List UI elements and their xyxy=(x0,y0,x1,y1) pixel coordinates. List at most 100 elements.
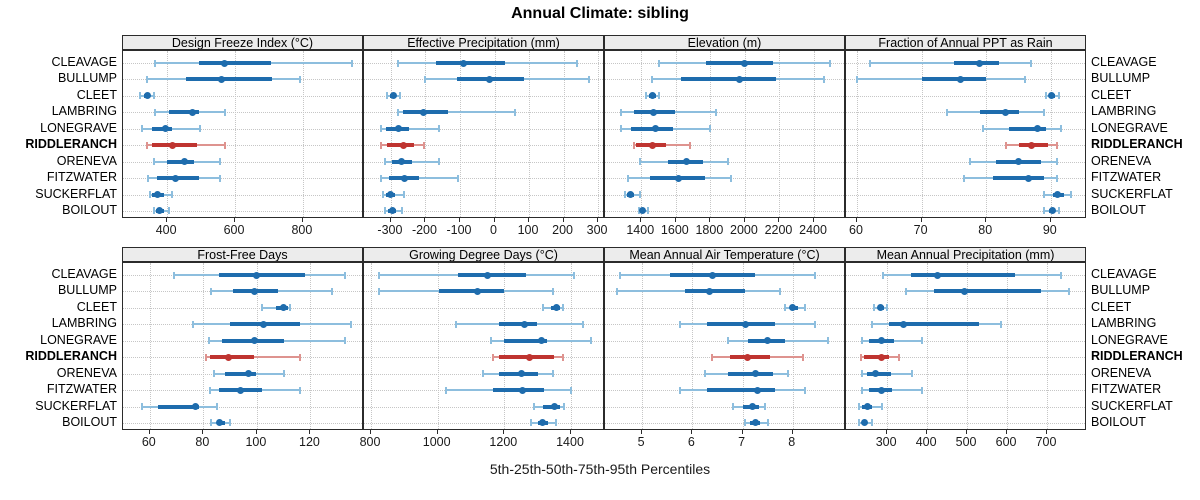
whisker-cap xyxy=(551,287,554,295)
gridline-vertical xyxy=(1007,263,1009,429)
whisker-cap xyxy=(298,75,301,83)
whisker-cap xyxy=(730,174,733,182)
median-dot-fitzwater xyxy=(754,386,762,394)
median-dot-suckerflat xyxy=(387,191,395,199)
gridline-horizontal xyxy=(123,128,362,130)
panel-strip-effective-precipitation-mm: Effective Precipitation (mm) xyxy=(363,35,604,50)
median-dot-cleet xyxy=(1047,92,1055,100)
site-label-right-bullump: BULLUMP xyxy=(1091,71,1151,86)
whisker-cap xyxy=(921,337,924,345)
whisker-cap xyxy=(1056,174,1059,182)
panel-strip-frost-free-days: Frost-Free Days xyxy=(122,247,363,262)
iqr-bar-bullump xyxy=(185,77,273,82)
whisker-cap xyxy=(860,353,863,361)
whisker-cap xyxy=(491,353,494,361)
whisker-cap xyxy=(871,419,874,427)
site-label-left-oreneva: ORENEVA xyxy=(56,153,117,168)
median-dot-lambring xyxy=(1002,108,1010,116)
whisker-cap xyxy=(349,320,352,328)
whisker-fitzwater xyxy=(381,177,459,180)
gridline-vertical xyxy=(504,263,506,429)
whisker-cap xyxy=(401,207,404,215)
whisker-cap xyxy=(826,337,829,345)
whisker-cap xyxy=(882,271,885,279)
whisker-cap xyxy=(351,59,354,67)
whisker-cap xyxy=(223,108,226,116)
gridline-horizontal xyxy=(364,307,603,309)
median-dot-bullump xyxy=(474,287,482,295)
axis-tick-label: 90 xyxy=(1042,223,1057,237)
whisker-cap xyxy=(711,353,714,361)
whisker-cap xyxy=(396,59,399,67)
whisker-cap xyxy=(205,353,207,361)
median-dot-fitzwater xyxy=(519,386,527,394)
whisker-cap xyxy=(218,174,221,182)
gridline-horizontal xyxy=(605,340,844,342)
site-label-left-fitzwater: FITZWATER xyxy=(46,170,117,185)
whisker-cap xyxy=(576,59,579,67)
gridline-horizontal xyxy=(846,390,1085,392)
median-dot-oreneva xyxy=(245,370,253,378)
whisker-cap xyxy=(380,174,383,182)
gridline-horizontal xyxy=(364,128,603,130)
whisker-cap xyxy=(562,304,564,312)
axis-tick-label: 60 xyxy=(849,223,863,237)
median-dot-lambring xyxy=(520,320,528,328)
whisker-cap xyxy=(513,108,516,116)
axis-tick xyxy=(813,218,815,222)
median-dot-riddleranch xyxy=(648,141,656,149)
whisker-cap xyxy=(533,403,536,411)
whisker-cap xyxy=(886,304,889,312)
gridline-horizontal xyxy=(364,422,603,424)
whisker-cap xyxy=(814,271,817,279)
iqr-bar-riddleranch xyxy=(210,355,255,360)
panel-strip-mean-annual-air-temperature-c: Mean Annual Air Temperature (°C) xyxy=(604,247,845,262)
whisker-cap xyxy=(624,191,627,199)
median-dot-cleavage xyxy=(253,271,261,279)
median-dot-cleavage xyxy=(459,59,467,67)
site-label-right-oreneva: ORENEVA xyxy=(1091,153,1152,168)
axis-tick-label: 700 xyxy=(1035,435,1057,449)
site-label-right-suckerflat: SUCKERFLAT xyxy=(1091,398,1173,413)
site-label-right-lambring: LAMBRING xyxy=(1091,104,1157,119)
whisker-cap xyxy=(632,141,635,149)
whisker-cap xyxy=(561,353,564,361)
site-label-right-fitzwater: FITZWATER xyxy=(1091,382,1162,397)
whisker-cap xyxy=(1069,191,1072,199)
whisker-cap xyxy=(881,403,884,411)
median-dot-cleet xyxy=(648,92,656,100)
whisker-cap xyxy=(555,419,557,427)
site-label-right-cleavage: CLEAVAGE xyxy=(1091,55,1157,69)
axis-tick-label: 70 xyxy=(913,223,928,237)
gridline-horizontal xyxy=(123,210,362,212)
axis-tick-label: 2000 xyxy=(730,223,758,237)
median-dot-bullump xyxy=(485,75,493,83)
median-dot-riddleranch xyxy=(1027,141,1035,149)
gridline-horizontal xyxy=(846,357,1085,359)
axis-tick-label: -200 xyxy=(411,223,437,237)
whisker-cap xyxy=(861,386,864,394)
site-label-left-suckerflat: SUCKERFLAT xyxy=(35,186,117,201)
whisker-cap xyxy=(588,75,591,83)
whisker-cap xyxy=(904,287,907,295)
iqr-bar-cleavage xyxy=(219,273,306,277)
gridline-horizontal xyxy=(364,161,603,163)
gridline-vertical xyxy=(887,263,889,429)
axis-tick xyxy=(920,218,922,222)
median-dot-riddleranch xyxy=(225,353,233,361)
whisker-cap xyxy=(1056,158,1059,166)
gridline-vertical xyxy=(494,51,496,217)
median-dot-bullump xyxy=(217,75,225,83)
site-label-right-boilout: BOILOUT xyxy=(1091,202,1146,217)
iqr-bar-lonegrave xyxy=(504,338,547,343)
whisker-cap xyxy=(140,403,143,411)
whisker-cap xyxy=(1030,59,1033,67)
whisker-cap xyxy=(438,125,441,133)
median-dot-lambring xyxy=(420,108,428,116)
axis-tick xyxy=(503,430,505,434)
median-dot-lonegrave xyxy=(877,337,885,345)
whisker-cap xyxy=(764,403,767,411)
whisker-cap xyxy=(168,207,171,215)
whisker-cap xyxy=(962,174,965,182)
gridline-horizontal xyxy=(605,406,844,408)
